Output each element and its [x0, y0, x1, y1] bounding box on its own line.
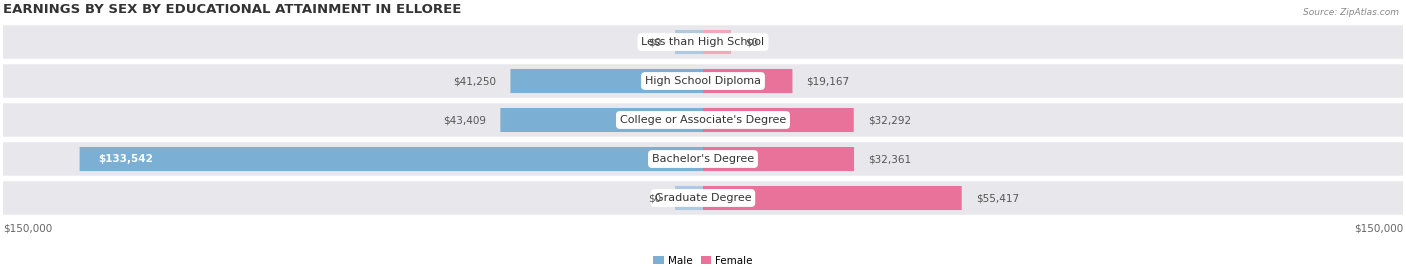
- Text: $0: $0: [648, 37, 661, 47]
- FancyBboxPatch shape: [3, 25, 1403, 59]
- Text: $32,292: $32,292: [868, 115, 911, 125]
- Text: Bachelor's Degree: Bachelor's Degree: [652, 154, 754, 164]
- Text: Less than High School: Less than High School: [641, 37, 765, 47]
- Text: $19,167: $19,167: [807, 76, 849, 86]
- FancyBboxPatch shape: [703, 108, 853, 132]
- Text: $150,000: $150,000: [1354, 224, 1403, 234]
- FancyBboxPatch shape: [703, 186, 962, 210]
- FancyBboxPatch shape: [3, 181, 1403, 215]
- Text: $150,000: $150,000: [3, 224, 52, 234]
- FancyBboxPatch shape: [675, 30, 703, 54]
- Legend: Male, Female: Male, Female: [654, 256, 752, 266]
- Text: $32,361: $32,361: [868, 154, 911, 164]
- Text: Source: ZipAtlas.com: Source: ZipAtlas.com: [1303, 8, 1399, 17]
- FancyBboxPatch shape: [675, 186, 703, 210]
- Text: EARNINGS BY SEX BY EDUCATIONAL ATTAINMENT IN ELLOREE: EARNINGS BY SEX BY EDUCATIONAL ATTAINMEN…: [3, 3, 461, 16]
- FancyBboxPatch shape: [3, 142, 1403, 176]
- Text: College or Associate's Degree: College or Associate's Degree: [620, 115, 786, 125]
- Text: High School Diploma: High School Diploma: [645, 76, 761, 86]
- Text: $43,409: $43,409: [443, 115, 486, 125]
- FancyBboxPatch shape: [510, 69, 703, 93]
- FancyBboxPatch shape: [3, 64, 1403, 98]
- FancyBboxPatch shape: [501, 108, 703, 132]
- FancyBboxPatch shape: [703, 147, 853, 171]
- FancyBboxPatch shape: [703, 30, 731, 54]
- FancyBboxPatch shape: [3, 103, 1403, 137]
- Text: Graduate Degree: Graduate Degree: [655, 193, 751, 203]
- FancyBboxPatch shape: [80, 147, 703, 171]
- FancyBboxPatch shape: [703, 69, 793, 93]
- Text: $0: $0: [648, 193, 661, 203]
- Text: $133,542: $133,542: [98, 154, 153, 164]
- Text: $41,250: $41,250: [453, 76, 496, 86]
- Text: $0: $0: [745, 37, 758, 47]
- Text: $55,417: $55,417: [976, 193, 1019, 203]
